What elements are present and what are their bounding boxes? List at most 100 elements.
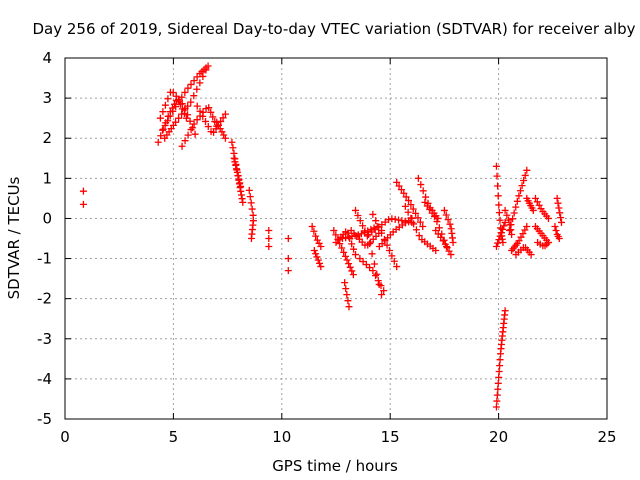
y-tick-label: 4 [42,49,52,67]
data-point [370,260,378,268]
x-tick-label: 25 [597,428,616,446]
data-point [356,255,364,263]
data-point [555,204,563,212]
data-point [495,201,503,209]
data-point [556,209,564,217]
data-point [352,251,360,259]
data-point [221,134,229,142]
data-point [187,126,195,134]
data-point [218,128,226,136]
data-point [161,101,169,109]
data-point [520,177,528,185]
data-point [404,208,412,216]
x-tick-label: 0 [60,428,70,446]
data-point [79,187,87,195]
data-point [492,243,500,251]
data-point [501,307,509,315]
data-point [209,113,217,121]
data-point [383,241,391,249]
data-point [359,222,367,230]
data-point [515,192,523,200]
data-point [181,88,189,96]
data-point [204,123,212,131]
data-point [308,222,316,230]
data-point [210,128,218,136]
data-point [204,62,212,70]
y-axis-label: SDTVAR / TECUs [5,176,23,299]
data-point [492,162,500,170]
data-point [182,114,190,122]
data-point [169,107,177,115]
data-point [344,297,352,305]
data-point [316,259,324,267]
data-point [557,214,565,222]
data-point [419,222,427,230]
data-point [395,182,403,190]
data-point [228,138,236,146]
data-point [342,234,350,242]
data-point [199,112,207,120]
data-point [184,111,192,119]
data-point [431,213,439,221]
data-point [315,239,323,247]
data-point [246,193,254,201]
data-point [493,391,501,399]
data-point [330,226,338,234]
data-point [377,282,385,290]
data-point [388,252,396,260]
data-point [495,209,503,217]
x-axis-label: GPS time / hours [272,457,398,475]
data-point [407,214,415,222]
data-point [187,80,195,88]
data-point [312,232,320,240]
data-point [219,114,227,122]
data-point [184,84,192,92]
data-point [385,247,393,255]
data-point [393,178,401,186]
data-point [422,193,430,201]
data-point [166,112,174,120]
data-point [501,206,509,214]
data-point [175,98,183,106]
data-point [492,403,500,411]
data-point [415,232,423,240]
data-point [444,216,452,224]
x-tick-label: 15 [381,428,400,446]
data-point [557,218,565,226]
data-point [414,174,422,182]
data-point [354,212,362,220]
data-point [184,102,192,110]
data-point [513,197,521,205]
data-point [357,230,365,238]
data-point [313,253,321,261]
points-layer [79,62,565,411]
data-point [432,247,440,255]
data-point [172,118,180,126]
data-point [426,206,434,214]
data-point [172,103,180,111]
data-point [369,267,377,275]
data-point [193,116,201,124]
data-point [446,220,454,228]
data-point [421,198,429,206]
data-point [284,255,292,263]
data-point [495,368,503,375]
data-point [412,226,420,234]
data-point [340,248,348,256]
data-point [390,257,398,265]
data-point [423,202,431,210]
data-point [419,187,427,195]
data-point [496,356,504,364]
data-point [345,260,353,268]
data-point [314,256,322,264]
data-point [519,230,527,238]
data-point [521,226,529,234]
data-point [400,189,408,197]
data-point [553,194,561,202]
data-point [442,211,450,219]
data-point [523,166,531,174]
data-point [284,235,292,242]
y-tick-label: -1 [37,250,52,268]
data-point [239,198,247,206]
data-point [512,203,520,211]
